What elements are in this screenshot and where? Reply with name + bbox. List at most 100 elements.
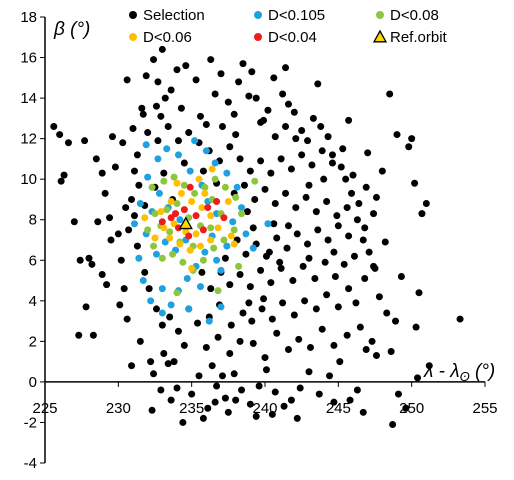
point-d-0-06 xyxy=(177,189,185,197)
point-d-0-105 xyxy=(144,173,152,181)
point-selection xyxy=(239,60,247,68)
point-d-0-08 xyxy=(220,236,228,244)
point-selection xyxy=(50,122,58,130)
point-selection xyxy=(349,171,357,179)
point-d-0-105 xyxy=(158,285,166,293)
point-d-0-105 xyxy=(217,303,225,311)
point-selection xyxy=(130,212,138,220)
x-tick-label: 245 xyxy=(326,400,351,417)
y-tick-label: -2 xyxy=(24,414,37,431)
point-selection xyxy=(331,272,339,280)
point-selection xyxy=(230,370,238,378)
point-selection xyxy=(152,102,160,110)
point-selection xyxy=(370,210,378,218)
point-selection xyxy=(261,354,269,362)
point-selection xyxy=(328,151,336,159)
point-selection xyxy=(194,319,202,327)
x-tick-label: 240 xyxy=(252,400,277,417)
point-d-0-06 xyxy=(170,220,178,228)
legend-label: Selection xyxy=(143,7,205,24)
point-selection xyxy=(359,236,367,244)
point-d-0-04 xyxy=(199,226,207,234)
point-d-0-08 xyxy=(251,177,259,185)
point-selection xyxy=(98,270,106,278)
point-selection xyxy=(199,414,207,422)
point-selection xyxy=(389,420,397,428)
x-axis-label-unit: (°) xyxy=(470,361,496,382)
point-selection xyxy=(268,315,276,323)
point-selection xyxy=(282,122,290,130)
point-selection xyxy=(142,72,150,80)
point-selection xyxy=(116,301,124,309)
point-selection xyxy=(243,208,251,216)
point-selection xyxy=(299,262,307,270)
point-selection xyxy=(345,116,353,124)
point-selection xyxy=(108,133,116,141)
point-selection xyxy=(236,270,244,278)
point-selection xyxy=(207,56,215,64)
point-selection xyxy=(152,305,160,313)
legend-item-d-0-08: D<0.08 xyxy=(376,7,439,24)
point-d-0-08 xyxy=(232,193,240,201)
point-selection xyxy=(128,195,136,203)
point-selection xyxy=(414,374,422,382)
point-selection xyxy=(166,313,174,321)
x-tick-label: 235 xyxy=(179,400,204,417)
point-selection xyxy=(180,341,188,349)
point-selection xyxy=(240,181,248,189)
point-d-0-105 xyxy=(223,242,231,250)
point-selection xyxy=(345,232,353,240)
point-selection xyxy=(180,159,188,167)
point-selection xyxy=(144,129,152,137)
legend-item-d-0-04: D<0.04 xyxy=(254,29,317,46)
point-selection xyxy=(277,264,285,272)
point-selection xyxy=(324,236,332,244)
point-selection xyxy=(119,139,127,147)
point-d-0-08 xyxy=(163,206,171,214)
point-d-0-06 xyxy=(167,197,175,205)
point-d-0-04 xyxy=(158,218,166,226)
point-selection xyxy=(150,370,158,378)
legend-item-d-0-06: D<0.06 xyxy=(129,29,192,46)
point-d-0-105 xyxy=(185,305,193,313)
point-selection xyxy=(301,297,309,305)
point-selection xyxy=(308,161,316,169)
point-selection xyxy=(236,155,244,163)
point-selection xyxy=(224,98,232,106)
point-selection xyxy=(270,74,278,82)
point-selection xyxy=(323,291,331,299)
point-d-0-06 xyxy=(188,264,196,272)
point-d-0-08 xyxy=(179,258,187,266)
point-selection xyxy=(248,317,256,325)
point-selection xyxy=(287,165,295,173)
point-selection xyxy=(76,256,84,264)
point-selection xyxy=(148,406,156,414)
point-selection xyxy=(273,234,281,242)
point-selection xyxy=(334,222,342,230)
point-selection xyxy=(182,62,190,70)
point-selection xyxy=(120,285,128,293)
x-axis-label-main: λ - λ xyxy=(423,361,460,382)
point-selection xyxy=(242,250,250,258)
point-selection xyxy=(260,295,268,303)
x-tick-label: 225 xyxy=(32,400,57,417)
legend-marker xyxy=(372,29,388,43)
point-selection xyxy=(279,90,287,98)
point-selection xyxy=(362,345,370,353)
point-selection xyxy=(92,155,100,163)
point-selection xyxy=(350,252,358,260)
point-d-0-06 xyxy=(207,236,215,244)
point-selection xyxy=(318,325,326,333)
point-selection xyxy=(107,236,115,244)
legend-item-selection: Selection xyxy=(129,7,205,24)
point-d-0-08 xyxy=(238,210,246,218)
point-selection xyxy=(198,268,206,276)
point-selection xyxy=(268,410,276,418)
point-selection xyxy=(387,348,395,355)
point-selection xyxy=(211,90,219,98)
legend-item-ref-orbit: Ref.orbit xyxy=(372,29,448,46)
point-selection xyxy=(383,309,391,317)
point-d-0-105 xyxy=(176,216,184,224)
point-selection xyxy=(257,266,265,274)
point-selection xyxy=(94,218,102,226)
